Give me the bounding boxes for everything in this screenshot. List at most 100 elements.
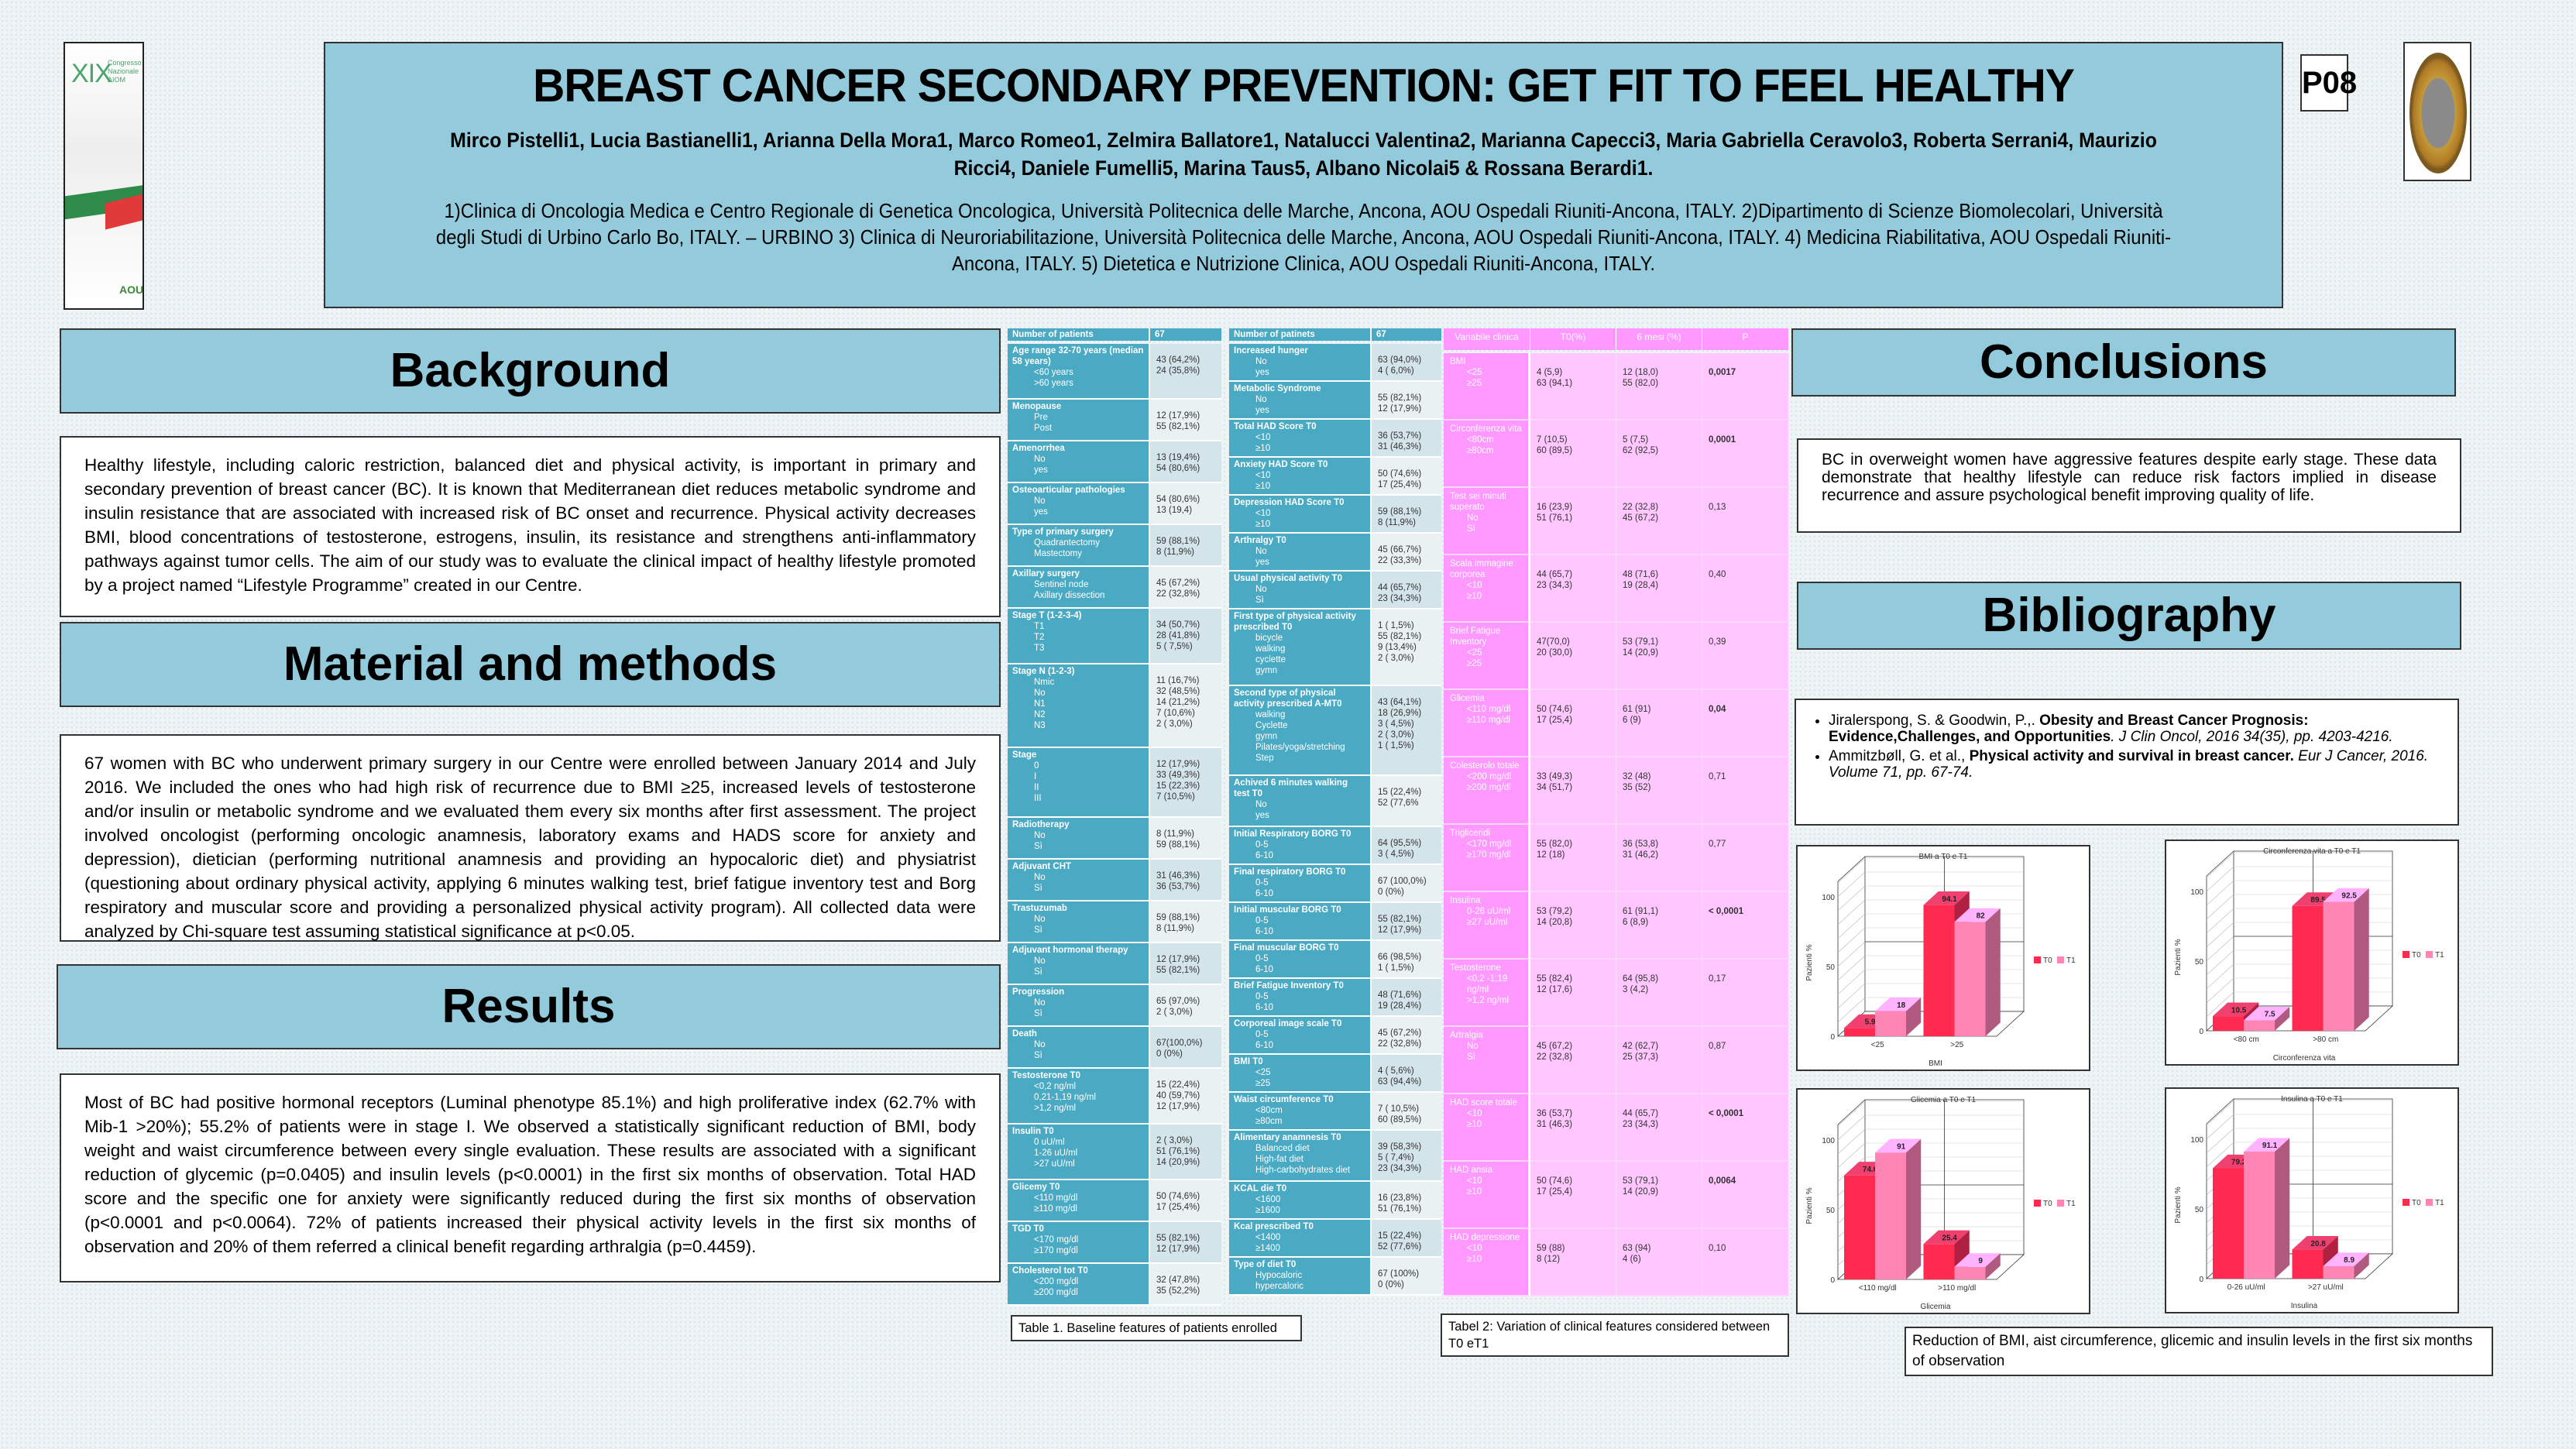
- bar: [1844, 1175, 1875, 1279]
- y-tick-label: 100: [1822, 1137, 1835, 1145]
- row-item: <10: [1467, 581, 1482, 590]
- row-value: 7 (10,5%): [1156, 792, 1195, 802]
- row-value: 15 (22,4%): [1378, 1231, 1422, 1241]
- bib-source: . J Clin Oncol, 2016 34(35), pp. 4203-42…: [2111, 729, 2393, 745]
- row-value: 9 (13,4%): [1378, 643, 1417, 652]
- row-label-cell: First type of physical activity prescrib…: [1229, 609, 1372, 686]
- table-row: BMI T0 <25 ≥25 4 ( 5,6%) 63 (94,4%): [1229, 1055, 1441, 1093]
- y-tick-label: 50: [1826, 1207, 1836, 1215]
- row-values-cell: 66 (98,5%) 1 ( 1,5%): [1372, 941, 1441, 979]
- table-row: Total HAD Score T0 <10 ≥10 36 (53,7%) 31 (46…: [1229, 420, 1441, 458]
- row-label: Scala immagine corporea: [1450, 559, 1513, 579]
- row-label-cell: Type of diet T0 Hypocaloric hypercaloric: [1229, 1258, 1372, 1296]
- p-value-cell: 0,0017: [1702, 353, 1789, 421]
- row-item: No: [1034, 956, 1046, 966]
- row-values-cell: 15 (22,4%) 52 (77,6%: [1372, 776, 1441, 827]
- cell-value: 6 (9): [1623, 716, 1641, 725]
- row-label-cell: Adjuvant CHT No Sì: [1008, 860, 1150, 901]
- x-tick-label: <25: [1871, 1041, 1884, 1049]
- bar: [1923, 1244, 1955, 1279]
- row-item: 0-5: [1255, 992, 1269, 1001]
- gridline-diagonal: [1837, 927, 1866, 953]
- row-value: 34 (50,7%): [1156, 620, 1200, 630]
- bar-top: [2323, 888, 2369, 902]
- cell-value: 63 (94,1): [1537, 379, 1573, 388]
- row-item: No: [1034, 873, 1046, 882]
- row-item: <200 mg/dl: [1467, 772, 1512, 781]
- row-item: hypercaloric: [1255, 1282, 1303, 1291]
- p-value-cell: 0,10: [1702, 1229, 1789, 1296]
- row-label-cell: Brief Fatigue Inventory <25 ≥25: [1444, 623, 1530, 690]
- row-item: ≥10: [1467, 592, 1482, 601]
- row-item: walking: [1255, 644, 1286, 654]
- row-item: <1600: [1255, 1195, 1281, 1204]
- table-row: Scala immagine corporea <10 ≥10 44 (65,7) 23…: [1444, 555, 1791, 623]
- legend-swatch: [2057, 956, 2064, 963]
- authors: Mirco Pistelli1, Lucia Bastianelli1, Ari…: [450, 129, 2157, 180]
- table-row: Brief Fatigue Inventory T0 0-5 6-10 48 (71,…: [1229, 979, 1441, 1017]
- table-row: Final respiratory BORG T0 0-5 6-10 67 (100,…: [1229, 865, 1441, 903]
- row-value: 28 (41,8%): [1156, 631, 1200, 640]
- row-item: yes: [1255, 406, 1269, 415]
- row-values-cell: 32 (47,8%) 35 (52,2%): [1150, 1264, 1221, 1306]
- gridline-diagonal: [2206, 977, 2234, 1004]
- chart-waist: 0 50 100 10.5 7.5 <80 cm 89.5 92.5 >80 cm Circonf…: [2165, 840, 2459, 1066]
- legend-swatch: [2426, 1199, 2433, 1206]
- row-label-cell: Stage 0 I II III: [1008, 748, 1150, 818]
- gridline-diagonal: [2206, 894, 2234, 920]
- row-item: Axillary dissection: [1034, 591, 1105, 600]
- table-row: Final muscular BORG T0 0-5 6-10 66 (98,5%) 1…: [1229, 941, 1441, 979]
- table-row: Alimentary anamnesis T0 Balanced diet High…: [1229, 1131, 1441, 1182]
- row-label: Waist circumference T0: [1234, 1095, 1334, 1104]
- table-row: Trastuzumab No Sì 59 (88,1%) 8 (11,9%): [1008, 901, 1221, 943]
- gridline-diagonal: [2206, 1142, 2234, 1168]
- table-row: Type of diet T0 Hypocaloric hypercaloric 67…: [1229, 1258, 1441, 1296]
- row-item: ≥25: [1467, 659, 1482, 668]
- t0-cell: 16 (23,9) 51 (76,1): [1530, 488, 1616, 555]
- data-label: 20.8: [2310, 1240, 2326, 1248]
- cell-value: 36 (53,7): [1537, 1109, 1573, 1118]
- row-label-cell: Initial Respiratory BORG T0 0-5 6-10: [1229, 827, 1372, 865]
- row-value: 12 (17,9%): [1156, 1245, 1200, 1254]
- row-item: 6-10: [1255, 889, 1274, 898]
- chart-glycemia: 0 50 100 74.6 91 <110 mg/dl 25.4 9 >110 mg/dl Gli…: [1796, 1088, 2090, 1314]
- data-label: 18: [1897, 1001, 1906, 1010]
- bar: [1875, 1152, 1906, 1279]
- t0-cell: 7 (10,5) 60 (89,5): [1530, 421, 1616, 488]
- row-values-cell: 67 (100%) 0 (0%): [1372, 1258, 1441, 1296]
- row-item: ≥10: [1467, 1255, 1482, 1264]
- gridline-diagonal: [1837, 955, 1866, 981]
- row-label-cell: Radiotherapy No Sì: [1008, 818, 1150, 860]
- row-item: ≥25: [1255, 1079, 1271, 1088]
- row-value: 45 (67,2%): [1156, 579, 1200, 588]
- bar-top: [2213, 1002, 2259, 1017]
- table2-caption: Tabel 2: Variation of clinical features …: [1441, 1313, 1789, 1357]
- cell-value: 22 (32,8): [1623, 503, 1659, 512]
- row-value: 64 (95,5%): [1378, 839, 1422, 848]
- row-values-cell: 12 (17,9%) 55 (82,1%): [1150, 943, 1221, 985]
- row-label: Radiotherapy: [1012, 820, 1070, 829]
- table-row: Trigliceridi <170 mg/dl ≥170 mg/dl 55 (82,0…: [1444, 825, 1791, 892]
- y-tick-label: 50: [2195, 1206, 2204, 1214]
- charts-caption: Reduction of BMI, aist circumference, gl…: [1905, 1327, 2493, 1376]
- cell-value: 12 (18,0): [1623, 368, 1659, 377]
- row-label: Depression HAD Score T0: [1234, 498, 1345, 507]
- row-label-cell: Scala immagine corporea <10 ≥10: [1444, 555, 1530, 623]
- row-label-cell: Age range 32-70 years (median 58 years) <…: [1008, 344, 1150, 400]
- row-label-cell: Insulin T0 0 uU/ml 1-26 uU/ml >27 uU/ml: [1008, 1125, 1150, 1180]
- y-tick-label: 0: [2199, 1028, 2203, 1036]
- y-tick-label: 100: [1822, 894, 1835, 902]
- cell-value: 14 (20,9): [1623, 648, 1659, 658]
- row-values-cell: 50 (74,6%) 17 (25,4%): [1372, 458, 1441, 496]
- row-item: Nmic: [1034, 678, 1055, 687]
- table-row: Axillary surgery Sentinel node Axillary di…: [1008, 567, 1221, 609]
- row-item: <10: [1467, 1244, 1482, 1253]
- bar-side: [2275, 1138, 2290, 1279]
- cell-value: 47(70,0): [1537, 637, 1570, 647]
- bar-top: [2323, 1252, 2369, 1266]
- row-label: Achived 6 minutes walking test T0: [1234, 778, 1348, 798]
- cell-value: 8 (12): [1537, 1255, 1561, 1264]
- row-item: No: [1034, 1040, 1046, 1049]
- y-axis-label: Pazienti %: [1805, 1187, 1814, 1224]
- gridline-diagonal: [1837, 885, 1866, 912]
